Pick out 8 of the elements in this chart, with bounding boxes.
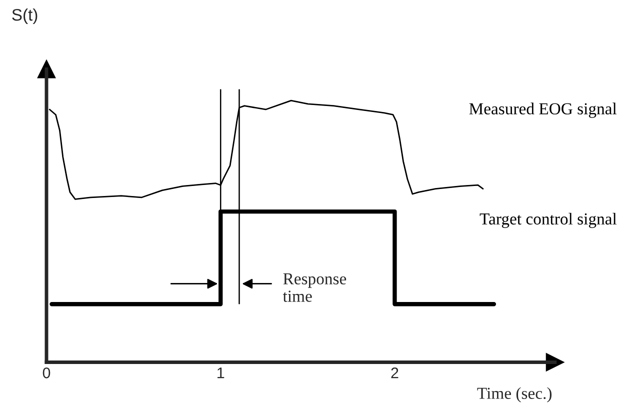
annotation: Response time xyxy=(282,273,346,302)
x-tick-label: 1 xyxy=(218,368,224,378)
x-axis-title: Time (sec.) xyxy=(477,387,552,402)
text: Measured EOG signal xyxy=(469,102,617,118)
text: Target control signal xyxy=(480,212,617,228)
y-axis-title: S(t) xyxy=(12,8,38,24)
x-tick-label: 0 xyxy=(42,367,50,378)
x-tick-label: 2 xyxy=(391,367,398,378)
